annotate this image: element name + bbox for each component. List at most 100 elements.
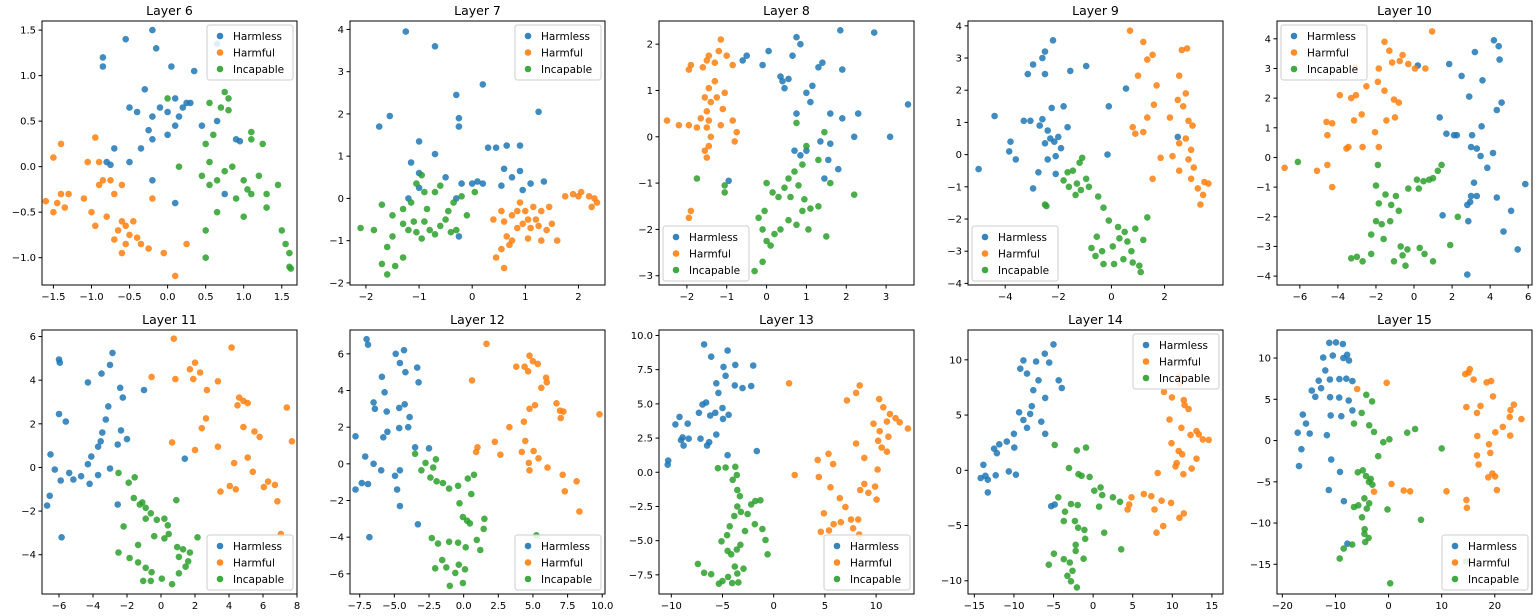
scatter-point xyxy=(1064,123,1071,131)
scatter-point xyxy=(50,154,57,161)
scatter-point xyxy=(263,190,270,198)
scatter-point xyxy=(57,140,65,148)
y-tick-label: −2 xyxy=(638,225,653,236)
chart-title: Layer 7 xyxy=(454,3,501,18)
scatter-point xyxy=(142,515,149,522)
y-tick-label: 10.0 xyxy=(631,331,653,342)
scatter-point xyxy=(1174,96,1182,104)
scatter-point xyxy=(837,518,845,526)
scatter-point xyxy=(743,52,750,59)
scatter-point xyxy=(1140,236,1147,244)
scatter-point xyxy=(1365,422,1373,429)
y-tick-label: −2 xyxy=(947,215,962,226)
legend-label-harmful: Harmful xyxy=(850,558,892,570)
scatter-point xyxy=(1349,377,1356,385)
scatter-point xyxy=(1185,156,1192,163)
scatter-point xyxy=(203,386,211,394)
scatter-point xyxy=(534,360,542,368)
series-incapable xyxy=(693,119,858,275)
y-tick-label: 2 xyxy=(956,86,962,97)
y-tick-label: 5.0 xyxy=(637,399,653,410)
scatter-point xyxy=(713,94,721,101)
scatter-point xyxy=(876,427,883,435)
scatter-point xyxy=(123,435,131,443)
legend-marker-incapable xyxy=(524,65,532,73)
scatter-point xyxy=(739,384,746,392)
scatter-point xyxy=(396,359,404,367)
scatter-point xyxy=(781,84,788,92)
y-tick-label: −0.5 xyxy=(12,208,36,219)
x-tick-label: 2 xyxy=(575,292,581,303)
legend: Harmless Harmful Incapable xyxy=(206,24,294,81)
scatter-point xyxy=(980,461,987,469)
scatter-point xyxy=(240,213,247,220)
scatter-point xyxy=(56,359,64,367)
series-harmless xyxy=(1414,37,1529,278)
scatter-point xyxy=(118,218,126,225)
scatter-point xyxy=(1467,143,1475,151)
scatter-point xyxy=(115,549,122,556)
scatter-point xyxy=(1041,350,1049,358)
scatter-point xyxy=(107,177,114,184)
scatter-point xyxy=(886,133,894,141)
scatter-point xyxy=(1358,409,1365,417)
scatter-point xyxy=(503,142,511,149)
scatter-point xyxy=(585,193,593,200)
scatter-point xyxy=(1443,488,1450,495)
scatter-point xyxy=(1149,175,1156,183)
legend-marker-harmful xyxy=(524,49,532,56)
scatter-point xyxy=(498,182,505,189)
scatter-point xyxy=(739,57,746,64)
scatter-point xyxy=(825,450,832,458)
scatter-point xyxy=(717,121,725,129)
scatter-point xyxy=(529,357,537,365)
scatter-point xyxy=(122,222,129,230)
y-tick-label: 4 xyxy=(956,21,962,32)
scatter-point xyxy=(364,480,372,488)
scatter-point xyxy=(519,186,526,194)
series-harmful xyxy=(1353,365,1525,512)
scatter-point xyxy=(1159,522,1167,530)
legend-marker-incapable xyxy=(216,575,224,583)
scatter-point xyxy=(1353,385,1361,393)
scatter-point xyxy=(43,502,51,509)
scatter-point xyxy=(117,427,125,434)
scatter-point xyxy=(676,413,683,421)
scatter-point xyxy=(210,131,217,139)
scatter-point xyxy=(498,245,505,253)
scatter-point xyxy=(1055,377,1062,384)
scatter-point xyxy=(1012,471,1020,479)
legend-marker-harmless xyxy=(216,542,224,550)
scatter-point xyxy=(1421,250,1428,258)
scatter-point xyxy=(182,563,189,570)
scatter-point xyxy=(439,479,447,487)
scatter-point xyxy=(1380,235,1387,243)
legend-marker-harmless xyxy=(981,233,989,241)
scatter-point xyxy=(821,128,828,136)
scatter-point xyxy=(171,272,179,280)
scatter-point xyxy=(793,221,800,229)
scatter-point xyxy=(57,477,64,484)
scatter-point xyxy=(1429,174,1437,182)
scatter-point xyxy=(164,95,171,102)
scatter-point xyxy=(1064,572,1071,580)
scatter-point xyxy=(1463,496,1470,504)
legend-label-harmful: Harmful xyxy=(233,558,275,570)
scatter-point xyxy=(471,188,479,196)
scatter-point xyxy=(1325,486,1333,494)
scatter-point xyxy=(801,196,808,203)
scatter-point xyxy=(459,579,467,587)
y-tick-label: 3 xyxy=(956,54,962,65)
chart-8: Layer 13 −10 −5 0 5 10 −7.5 −5.0 −2.5 0.0 2.5 5.0 7.… xyxy=(629,312,915,612)
scatter-point xyxy=(751,520,759,528)
scatter-point xyxy=(399,205,407,213)
y-tick-label: 4 xyxy=(30,376,36,387)
scatter-point xyxy=(677,436,685,444)
scatter-point xyxy=(1005,468,1013,475)
scatter-point xyxy=(1367,475,1375,483)
scatter-point xyxy=(384,428,391,436)
scatter-point xyxy=(1057,144,1065,152)
scatter-point xyxy=(396,502,404,510)
scatter-point xyxy=(1370,428,1378,436)
scatter-point xyxy=(1180,470,1187,478)
